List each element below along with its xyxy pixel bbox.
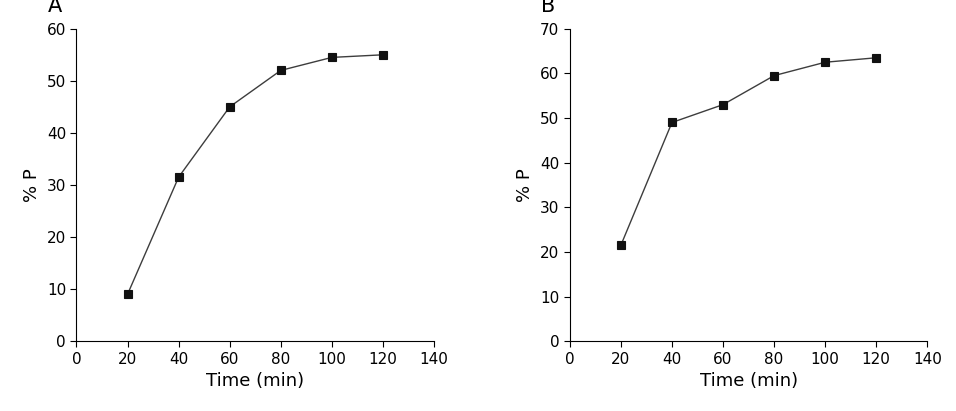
Text: A: A <box>48 0 62 16</box>
Text: B: B <box>541 0 555 16</box>
X-axis label: Time (min): Time (min) <box>700 372 797 390</box>
Y-axis label: % P: % P <box>516 168 534 202</box>
Y-axis label: % P: % P <box>23 168 41 202</box>
X-axis label: Time (min): Time (min) <box>206 372 304 390</box>
